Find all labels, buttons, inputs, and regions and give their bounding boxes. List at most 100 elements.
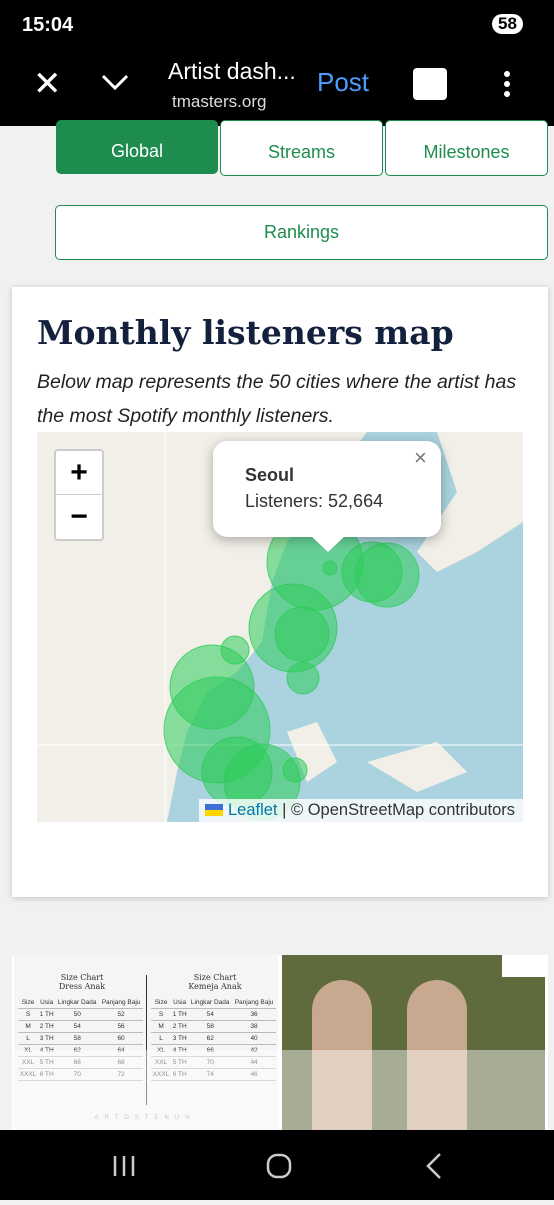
cell: 36 <box>232 1008 276 1021</box>
cell: 50 <box>55 1008 100 1021</box>
column-header: Size <box>151 997 172 1009</box>
tab[interactable]: Milestones <box>385 120 548 176</box>
translate-button[interactable] <box>413 68 447 100</box>
cell: 1 TH <box>171 1008 189 1021</box>
size-row: XXXL 6 TH 74 46 <box>151 1068 276 1081</box>
cell: 6 TH <box>38 1068 56 1081</box>
cell: 72 <box>99 1068 143 1081</box>
size-charts: Size Chart Dress Anak Size Usia Lingkar Dad… <box>14 955 278 1130</box>
cell: 62 <box>188 1032 233 1045</box>
tab[interactable]: Streams <box>220 120 383 176</box>
cell: 58 <box>188 1020 233 1033</box>
size-chart-title: Size Chart Kemeja Anak <box>188 973 242 991</box>
cell: 64 <box>99 1044 143 1057</box>
cell: L <box>151 1032 172 1045</box>
battery: 58 <box>492 14 523 34</box>
ad-info[interactable] <box>502 955 545 977</box>
cell: XXL <box>18 1056 39 1069</box>
cell: 70 <box>55 1068 100 1081</box>
zoom-in[interactable]: + <box>54 449 104 495</box>
nav-icons <box>113 1153 441 1179</box>
popup: Seoul Listeners: 52,664 × <box>213 441 441 552</box>
size-row: XXXL 6 TH 70 72 <box>18 1068 143 1081</box>
cell: 46 <box>232 1068 276 1081</box>
status-bar: 15:04 58 <box>0 0 554 50</box>
cell: 56 <box>99 1020 143 1033</box>
cell: 60 <box>99 1032 143 1045</box>
leaflet-link[interactable]: Leaflet <box>227 801 278 819</box>
ad-image <box>282 955 545 1130</box>
clock: 15:04 <box>22 14 74 36</box>
cell: XL <box>151 1044 172 1057</box>
size-row: XXL 5 TH 66 68 <box>18 1056 143 1069</box>
size-chart: Size Chart Dress Anak Size Usia Lingkar Dad… <box>18 973 146 1081</box>
size-table: Size Usia Lingkar Dada Panjang Baju S 1 TH 50 5… <box>18 997 143 1081</box>
cell: 4 TH <box>38 1044 56 1057</box>
post-button[interactable]: Post <box>317 67 370 97</box>
cell: S <box>18 1008 39 1021</box>
cell: 2 TH <box>38 1020 56 1033</box>
cell: L <box>18 1032 39 1045</box>
cell: XL <box>18 1044 39 1057</box>
cell: 4 TH <box>171 1044 189 1057</box>
size-chart: Size Chart Kemeja Anak Size Usia Lingkar Da… <box>151 973 279 1081</box>
tab[interactable]: Rankings <box>55 205 548 260</box>
collapse-button[interactable] <box>100 72 130 92</box>
popup-tip <box>311 536 345 552</box>
cell: 66 <box>188 1044 233 1057</box>
column-header: Lingkar Dada <box>55 997 100 1009</box>
cell: 3 TH <box>38 1032 56 1045</box>
cell: 74 <box>188 1068 233 1081</box>
popup-close[interactable]: × <box>414 445 427 470</box>
card-title: Monthly listeners map <box>37 313 454 352</box>
advertisement[interactable]: Size Chart Dress Anak Size Usia Lingkar Dad… <box>12 955 548 1130</box>
cell: S <box>151 1008 172 1021</box>
cell: 52 <box>99 1008 143 1021</box>
map[interactable]: + − Seoul Listeners: 52,664 × Leaflet | … <box>37 432 523 822</box>
navigation-bar <box>0 1130 554 1200</box>
cell: 54 <box>55 1020 100 1033</box>
cell: 62 <box>55 1044 100 1057</box>
browser-toolbar: ✕ Artist dash... tmasters.org Post <box>0 50 554 126</box>
watermark: ARTOSTENUN <box>94 1115 196 1121</box>
menu-button[interactable] <box>500 70 514 100</box>
size-chart-title: Size Chart Dress Anak <box>58 973 106 991</box>
column-header: Panjang Baju <box>232 997 276 1009</box>
size-table: Size Usia Lingkar Dada Panjang Baju S 1 TH 54 3… <box>151 997 276 1081</box>
size-header: Size Usia Lingkar Dada Panjang Baju <box>18 997 143 1009</box>
page-title: Artist dash... <box>168 58 296 84</box>
card-description: Below map represents the 50 cities where… <box>37 371 517 427</box>
popup-listeners: Listeners: 52,664 <box>245 491 384 511</box>
size-row: XL 4 TH 66 42 <box>151 1044 276 1057</box>
attribution-text: | © OpenStreetMap contributors <box>282 801 515 819</box>
cell: 68 <box>99 1056 143 1069</box>
cell: XXL <box>151 1056 172 1069</box>
tab[interactable]: Global <box>56 120 218 174</box>
divider <box>146 975 147 1105</box>
column-header: Usia <box>38 997 56 1009</box>
column-header: Usia <box>171 997 189 1009</box>
size-header: Size Usia Lingkar Dada Panjang Baju <box>151 997 276 1009</box>
close-button[interactable]: ✕ <box>33 65 62 103</box>
zoom-out[interactable]: − <box>54 495 104 541</box>
cell: 44 <box>232 1056 276 1069</box>
popup-city: Seoul <box>245 465 295 485</box>
cell: 54 <box>188 1008 233 1021</box>
column-header: Panjang Baju <box>99 997 143 1009</box>
page-url: tmasters.org <box>172 92 267 111</box>
cell: M <box>151 1020 172 1033</box>
cell: M <box>18 1020 39 1033</box>
column-header: Size <box>18 997 39 1009</box>
cell: 5 TH <box>38 1056 56 1069</box>
cell: XXXL <box>151 1068 172 1081</box>
cell: XXXL <box>18 1068 39 1081</box>
size-row: XXL 5 TH 70 44 <box>151 1056 276 1069</box>
cell: 70 <box>188 1056 233 1069</box>
size-row: XL 4 TH 62 64 <box>18 1044 143 1057</box>
